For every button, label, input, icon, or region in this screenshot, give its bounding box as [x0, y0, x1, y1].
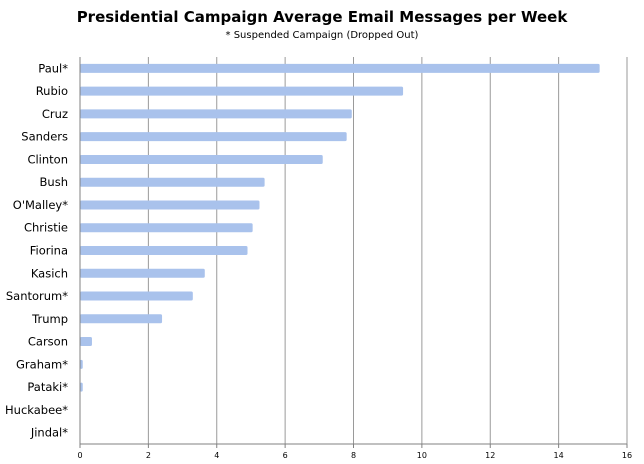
category-label: O'Malley* [13, 198, 68, 212]
bar [80, 132, 347, 142]
category-label: Cruz [42, 107, 68, 121]
x-tick-label: 8 [351, 451, 356, 460]
bar [80, 177, 265, 187]
category-label: Huckabee* [5, 403, 68, 417]
x-tick-label: 4 [214, 451, 219, 460]
bar [80, 382, 83, 392]
x-tick-label: 12 [485, 451, 495, 460]
category-label: Christie [24, 221, 68, 235]
category-label: Bush [40, 175, 68, 189]
bar [80, 223, 253, 233]
x-tick-label: 6 [283, 451, 288, 460]
bar [80, 109, 352, 119]
category-label: Jindal* [30, 426, 68, 440]
category-label: Sanders [21, 130, 68, 144]
bar [80, 200, 260, 210]
category-label: Santorum* [6, 289, 68, 303]
x-tick-label: 16 [622, 451, 632, 460]
chart-subtitle: * Suspended Campaign (Dropped Out) [225, 30, 419, 41]
x-tick-label: 14 [554, 451, 564, 460]
bar [80, 154, 323, 164]
bar [80, 359, 83, 369]
bar [80, 268, 205, 278]
category-label: Fiorina [30, 244, 68, 258]
x-tick-label: 0 [77, 451, 82, 460]
category-label: Carson [28, 335, 68, 349]
category-label: Rubio [36, 84, 68, 98]
category-label: Trump [31, 312, 68, 326]
category-label: Kasich [31, 266, 68, 280]
x-tick-label: 10 [417, 451, 427, 460]
x-tick-label: 2 [146, 451, 151, 460]
bar [80, 86, 404, 96]
category-label: Pataki* [27, 380, 68, 394]
bar [80, 337, 92, 347]
category-label: Clinton [27, 152, 68, 166]
bar [80, 314, 163, 324]
bar [80, 246, 248, 255]
category-label: Paul* [38, 61, 68, 75]
bar [80, 63, 600, 73]
chart-title: Presidential Campaign Average Email Mess… [76, 8, 568, 26]
bar [80, 291, 193, 301]
category-label: Graham* [16, 357, 68, 371]
